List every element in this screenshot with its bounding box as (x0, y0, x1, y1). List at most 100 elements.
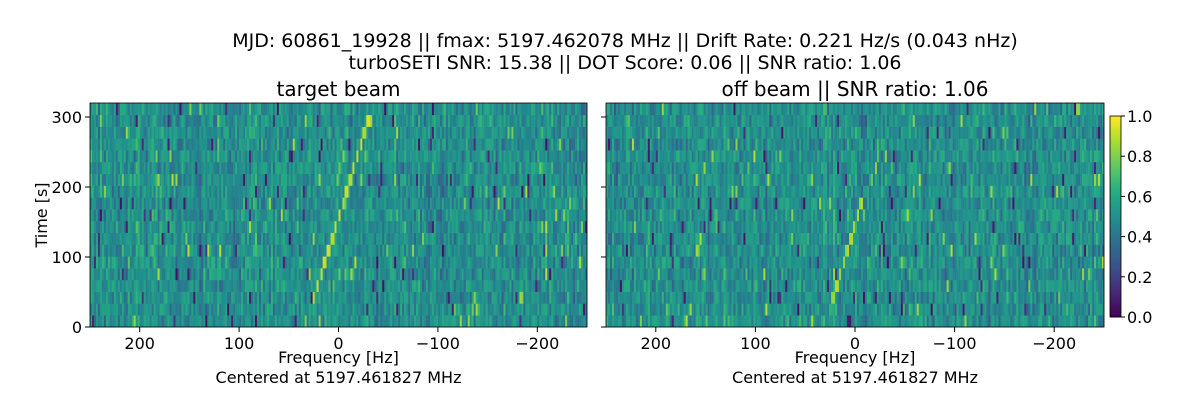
heatmap-cell (261, 315, 263, 327)
heatmap-cell (287, 256, 289, 268)
heatmap-cell (122, 150, 124, 162)
heatmap-cell (402, 315, 404, 327)
heatmap-cell (263, 233, 265, 245)
heatmap-cell (396, 315, 398, 327)
heatmap-cell (162, 221, 164, 233)
heatmap-cell (197, 315, 199, 327)
heatmap-cell (126, 197, 128, 209)
heatmap-cell (104, 292, 106, 304)
heatmap-cell (144, 292, 146, 304)
heatmap-cell (142, 303, 144, 315)
heatmap-cell (337, 292, 339, 304)
heatmap-cell (511, 186, 513, 198)
heatmap-cell (523, 303, 525, 315)
heatmap-cell (364, 233, 366, 245)
heatmap-cell (177, 292, 179, 304)
heatmap-cell (154, 221, 156, 233)
heatmap-cell (225, 174, 227, 186)
heatmap-cell (344, 115, 346, 127)
heatmap-cell (96, 209, 98, 221)
heatmap-cell (259, 221, 261, 233)
heatmap-cell (476, 127, 478, 139)
heatmap-cell (350, 209, 352, 221)
heatmap-cell (94, 221, 96, 233)
heatmap-cell (249, 209, 251, 221)
heatmap-cell (106, 197, 108, 209)
heatmap-cell (283, 162, 285, 174)
heatmap-cell (126, 221, 128, 233)
heatmap-cell (325, 244, 327, 256)
heatmap-cell (225, 303, 227, 315)
heatmap-cell (108, 103, 110, 115)
heatmap-cell (539, 186, 541, 198)
heatmap-cell (402, 150, 404, 162)
heatmap-cell (283, 197, 285, 209)
heatmap-cell (92, 315, 94, 327)
heatmap-cell (342, 174, 344, 186)
heatmap-cell (386, 268, 388, 280)
heatmap-cell (154, 138, 156, 150)
heatmap-cell (261, 268, 263, 280)
heatmap-cell (537, 209, 539, 221)
heatmap-cell (102, 292, 104, 304)
heatmap-cell (507, 303, 509, 315)
heatmap-cell (404, 186, 406, 198)
heatmap-cell (1032, 315, 1034, 327)
heatmap-cell (207, 150, 209, 162)
heatmap-cell (396, 256, 398, 268)
heatmap-cell (452, 103, 454, 115)
heatmap-cell (348, 244, 350, 256)
heatmap-cell (442, 115, 444, 127)
heatmap-cell (307, 233, 309, 245)
heatmap-cell (565, 103, 567, 115)
heatmap-cell (577, 303, 579, 315)
heatmap-cell (279, 103, 281, 115)
heatmap-cell (168, 103, 170, 115)
heatmap-cell (394, 292, 396, 304)
heatmap-cell (168, 150, 170, 162)
heatmap-cell (386, 103, 388, 115)
heatmap-cell (193, 280, 195, 292)
heatmap-cell (579, 174, 581, 186)
heatmap-cell (193, 138, 195, 150)
heatmap-cell (339, 197, 341, 209)
heatmap-cell (1028, 315, 1030, 327)
heatmap-cell (569, 292, 571, 304)
heatmap-cell (543, 303, 545, 315)
heatmap-cell (356, 268, 358, 280)
heatmap-cell (142, 115, 144, 127)
heatmap-cell (412, 209, 414, 221)
heatmap-cell (432, 138, 434, 150)
heatmap-cell (545, 197, 547, 209)
heatmap-cell (374, 127, 376, 139)
heatmap-cell (239, 150, 241, 162)
heatmap-cell (199, 197, 201, 209)
heatmap-cell (96, 127, 98, 139)
heatmap-cell (231, 209, 233, 221)
heatmap-cell (575, 103, 577, 115)
heatmap-cell (277, 209, 279, 221)
heatmap-cell (571, 209, 573, 221)
heatmap-cell (390, 150, 392, 162)
heatmap-cell (213, 115, 215, 127)
heatmap-cell (122, 280, 124, 292)
heatmap-cell (255, 174, 257, 186)
heatmap-cell (136, 174, 138, 186)
heatmap-cell (384, 150, 386, 162)
heatmap-cell (472, 233, 474, 245)
heatmap-cell (193, 256, 195, 268)
heatmap-cell (555, 197, 557, 209)
heatmap-cell (102, 268, 104, 280)
heatmap-cell (444, 138, 446, 150)
heatmap-cell (909, 315, 911, 327)
heatmap-cell (189, 221, 191, 233)
heatmap-cell (549, 292, 551, 304)
heatmap-cell (126, 292, 128, 304)
heatmap-cell (96, 244, 98, 256)
heatmap-cell (414, 103, 416, 115)
heatmap-cell (233, 150, 235, 162)
heatmap-cell (547, 150, 549, 162)
heatmap-cell (209, 233, 211, 245)
heatmap-cell (295, 268, 297, 280)
heatmap-cell (456, 209, 458, 221)
